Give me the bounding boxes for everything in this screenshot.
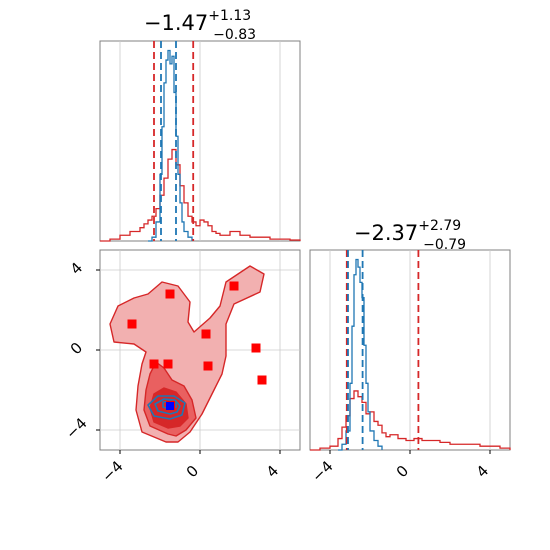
plot-area-bottom-right	[310, 250, 511, 451]
title-minus-top-left: −0.83	[213, 27, 256, 43]
title-plus-bottom-right: +2.79	[418, 218, 461, 234]
x-tick-label: 4	[263, 462, 282, 481]
ticks-bottom-right: −4 0 4	[308, 450, 492, 486]
panel-title-top-left: −1.47+1.13 −0.83	[144, 8, 256, 43]
x-tick-label: −4	[308, 457, 336, 485]
title-median-bottom-right: −2.37	[354, 221, 418, 245]
panel-bottom-left: −4 0 4 −4 0 4	[62, 249, 301, 486]
histogram-series-1	[338, 258, 383, 451]
red-sample-marker	[257, 375, 267, 385]
gridlines-bottom-right	[329, 250, 491, 450]
gridlines-top-left	[119, 41, 281, 241]
blue-contour-level-1	[154, 398, 181, 415]
title-minus-bottom-right: −0.79	[423, 237, 466, 253]
red-sample-marker	[201, 329, 211, 339]
blue-contour-level-0	[147, 395, 186, 420]
panel-bottom-right: −4 0 4 −2.37+2.79 −0.79	[308, 218, 511, 486]
plot-area-bottom-left	[109, 265, 267, 443]
red-sample-marker	[251, 343, 261, 353]
y-tick-label: 0	[67, 339, 86, 358]
histogram-series-1	[148, 49, 193, 242]
red-sample-marker	[165, 289, 175, 299]
panel-top-left: −1.47+1.13 −0.83	[99, 8, 301, 242]
x-tick-label: 4	[473, 462, 492, 481]
x-tick-label: 0	[393, 462, 412, 481]
histogram-series-0	[100, 148, 301, 242]
x-tick-label: 0	[183, 462, 202, 481]
red-sample-marker	[163, 359, 173, 369]
title-median-top-left: −1.47	[144, 11, 208, 35]
x-tick-label: −4	[98, 457, 126, 485]
red-sample-marker	[127, 319, 137, 329]
panel-title-bottom-right: −2.37+2.79 −0.79	[354, 218, 466, 253]
blue-sample-marker	[166, 402, 174, 410]
red-sample-marker	[229, 281, 239, 291]
y-tick-label: 4	[67, 259, 86, 278]
y-tick-label: −4	[62, 414, 90, 442]
red-sample-marker	[149, 359, 159, 369]
plot-area-top-left	[100, 41, 301, 242]
title-plus-top-left: +1.13	[208, 8, 251, 24]
red-sample-marker	[203, 361, 213, 371]
